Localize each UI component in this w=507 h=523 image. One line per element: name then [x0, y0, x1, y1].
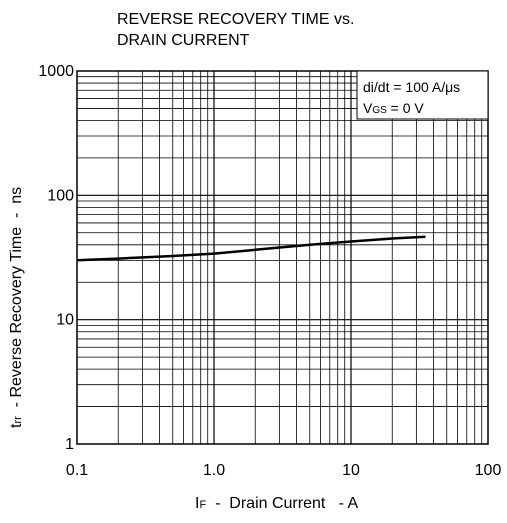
annotation-line2-symbol: V: [363, 100, 373, 116]
x-axis-label-text: - Drain Current - A: [206, 495, 358, 512]
x-tick-label: 100: [475, 462, 502, 479]
y-axis-label-subscript: rr: [12, 416, 24, 424]
grid: [77, 71, 488, 444]
annotation-line2-subscript: GS: [372, 105, 387, 116]
y-axis-label-symbol: t: [8, 423, 25, 428]
annotation-line1: di/dt = 100 A/μs: [363, 79, 460, 95]
y-tick-label: 10: [56, 312, 74, 329]
x-axis-label-subscript: F: [199, 499, 206, 511]
x-tick-label: 1.0: [203, 462, 225, 479]
plot-frame: [76, 70, 489, 445]
y-tick-labels: 1 10 100 1000: [38, 63, 74, 453]
y-tick-label: 1000: [38, 63, 74, 80]
series-line-0: [76, 235, 426, 262]
series: [76, 235, 426, 262]
annotation-line2: VGS = 0 V: [363, 100, 424, 116]
y-axis-label-text: - Reverse Recovery Time - ns: [8, 187, 25, 416]
annotation-box: [356, 70, 489, 120]
x-axis-label: IF - Drain Current - A: [195, 495, 359, 512]
x-tick-label: 10: [342, 462, 360, 479]
x-tick-label: 0.1: [66, 462, 88, 479]
y-axis-label: trr - Reverse Recovery Time - ns: [8, 187, 25, 428]
y-tick-label: 1: [65, 436, 74, 453]
y-tick-label: 100: [47, 187, 74, 204]
chart-title-line2: DRAIN CURRENT: [117, 32, 250, 49]
x-tick-labels: 0.1 1.0 10 100: [66, 462, 502, 479]
annotation-line2-text: = 0 V: [387, 100, 425, 116]
chart-title-line1: REVERSE RECOVERY TIME vs.: [117, 11, 354, 28]
x-axis-label-symbol: I: [195, 495, 199, 512]
